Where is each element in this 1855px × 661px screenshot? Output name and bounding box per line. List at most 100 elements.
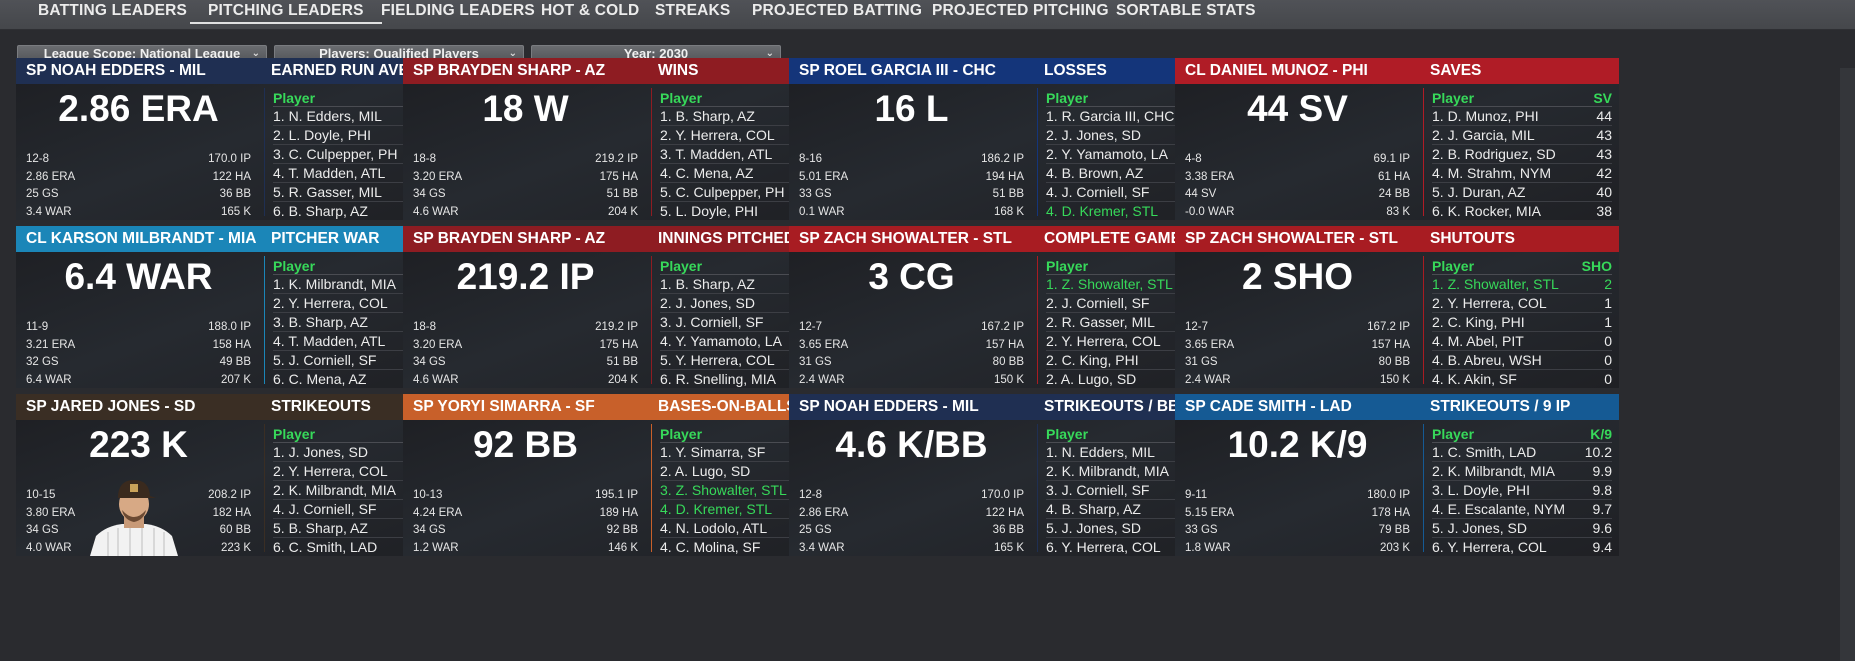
list-item[interactable]: 4. M. Strahm, NYM 42 (1432, 164, 1612, 183)
tab-projected-pitching[interactable]: PROJECTED PITCHING (932, 2, 1109, 19)
list-col-stat[interactable]: K/9 (1590, 426, 1612, 442)
tab-sortable-stats[interactable]: SORTABLE STATS (1116, 2, 1256, 19)
card-player-name[interactable]: SP CADE SMITH - LAD (1185, 398, 1352, 415)
list-col-player[interactable]: Player (1046, 426, 1089, 442)
list-player[interactable]: 2. C. King, PHI (1046, 352, 1139, 368)
list-player[interactable]: 1. K. Milbrandt, MIA (273, 276, 396, 292)
list-player[interactable]: 2. J. Garcia, MIL (1432, 127, 1535, 143)
list-player[interactable]: 3. T. Madden, ATL (660, 146, 773, 162)
list-player[interactable]: 5. R. Gasser, MIL (273, 184, 382, 200)
list-player[interactable]: 4. C. Molina, SF (660, 539, 761, 555)
list-player[interactable]: 4. M. Strahm, NYM (1432, 165, 1552, 181)
list-col-player[interactable]: Player (1046, 90, 1089, 106)
list-player[interactable]: 4. B. Abreu, WSH (1432, 352, 1542, 368)
list-player[interactable]: 4. T. Madden, ATL (273, 333, 386, 349)
list-item[interactable]: 4. K. Akin, SF 0 (1432, 370, 1612, 388)
list-player[interactable]: 1. Z. Showalter, STL (1432, 276, 1559, 292)
list-player[interactable]: 2. Y. Herrera, COL (1046, 333, 1161, 349)
list-player[interactable]: 2. L. Doyle, PHI (273, 127, 372, 143)
scrollbar-track[interactable] (1840, 68, 1855, 661)
list-player[interactable]: 5. J. Jones, SD (1432, 520, 1527, 536)
list-item[interactable]: 1. D. Munoz, PHI 44 (1432, 107, 1612, 126)
list-player[interactable]: 4. N. Lodolo, ATL (660, 520, 768, 536)
list-player[interactable]: 5. Y. Herrera, COL (660, 352, 775, 368)
list-player[interactable]: 5. L. Doyle, PHI (660, 203, 759, 219)
list-col-stat[interactable]: SV (1593, 90, 1612, 106)
list-col-player[interactable]: Player (1046, 258, 1089, 274)
list-player[interactable]: 1. D. Munoz, PHI (1432, 108, 1539, 124)
list-player[interactable]: 6. B. Sharp, AZ (273, 203, 368, 219)
tab-hot-cold[interactable]: HOT & COLD (541, 2, 640, 19)
list-item[interactable]: 2. Y. Herrera, COL 1 (1432, 294, 1612, 313)
list-player[interactable]: 2. K. Milbrandt, MIA (273, 482, 396, 498)
list-player[interactable]: 2. K. Milbrandt, MIA (1432, 463, 1555, 479)
card-player-name[interactable]: CL DANIEL MUNOZ - PHI (1185, 62, 1368, 79)
list-player[interactable]: 1. Y. Simarra, SF (660, 444, 766, 460)
list-player[interactable]: 1. N. Edders, MIL (273, 108, 382, 124)
list-player[interactable]: 1. N. Edders, MIL (1046, 444, 1155, 460)
list-item[interactable]: 5. J. Duran, AZ 40 (1432, 183, 1612, 202)
list-player[interactable]: 2. J. Jones, SD (1046, 127, 1141, 143)
list-player[interactable]: 2. A. Lugo, SD (1046, 371, 1137, 387)
list-player[interactable]: 5. J. Jones, SD (1046, 520, 1141, 536)
list-player[interactable]: 3. B. Sharp, AZ (273, 314, 368, 330)
list-player[interactable]: 2. C. King, PHI (1432, 314, 1525, 330)
list-col-player[interactable]: Player (1432, 90, 1475, 106)
list-player[interactable]: 2. Y. Herrera, COL (1432, 295, 1547, 311)
card-player-name[interactable]: SP YORYI SIMARRA - SF (413, 398, 595, 415)
list-item[interactable]: 2. J. Garcia, MIL 43 (1432, 126, 1612, 145)
tab-pitching-leaders[interactable]: PITCHING LEADERS (190, 2, 382, 24)
list-item[interactable]: 5. J. Jones, SD 9.6 (1432, 519, 1612, 538)
list-player[interactable]: 4. D. Kremer, STL (660, 501, 773, 517)
list-player[interactable]: 4. J. Corniell, SF (273, 501, 377, 517)
list-player[interactable]: 4. D. Kremer, STL (1046, 203, 1159, 219)
tab-fielding-leaders[interactable]: FIELDING LEADERS (381, 2, 535, 19)
list-player[interactable]: 2. Y. Herrera, COL (273, 463, 388, 479)
list-player[interactable]: 2. J. Corniell, SF (1046, 295, 1150, 311)
list-col-player[interactable]: Player (1432, 426, 1475, 442)
list-col-player[interactable]: Player (273, 90, 316, 106)
list-player[interactable]: 6. C. Smith, LAD (273, 539, 378, 555)
list-player[interactable]: 3. C. Culpepper, PH (273, 146, 398, 162)
list-player[interactable]: 2. Y. Herrera, COL (660, 127, 775, 143)
list-player[interactable]: 1. B. Sharp, AZ (660, 108, 755, 124)
list-item[interactable]: 6. Y. Herrera, COL 9.4 (1432, 538, 1612, 556)
list-player[interactable]: 5. C. Culpepper, PH (660, 184, 785, 200)
list-item[interactable]: 3. L. Doyle, PHI 9.8 (1432, 481, 1612, 500)
card-player-name[interactable]: SP BRAYDEN SHARP - AZ (413, 62, 606, 79)
list-player[interactable]: 6. C. Mena, AZ (273, 371, 367, 387)
list-player[interactable]: 2. J. Jones, SD (660, 295, 755, 311)
list-player[interactable]: 2. R. Gasser, MIL (1046, 314, 1155, 330)
list-item[interactable]: 6. K. Rocker, MIA 38 (1432, 202, 1612, 220)
list-player[interactable]: 1. J. Jones, SD (273, 444, 368, 460)
tab-streaks[interactable]: STREAKS (655, 2, 731, 19)
list-player[interactable]: 3. L. Doyle, PHI (1432, 482, 1531, 498)
list-player[interactable]: 4. B. Brown, AZ (1046, 165, 1144, 181)
list-player[interactable]: 4. M. Abel, PIT (1432, 333, 1524, 349)
card-player-name[interactable]: SP ZACH SHOWALTER - STL (1185, 230, 1398, 247)
list-player[interactable]: 4. J. Corniell, SF (1046, 184, 1150, 200)
list-player[interactable]: 5. J. Duran, AZ (1432, 184, 1526, 200)
list-player[interactable]: 4. Y. Yamamoto, LA (660, 333, 782, 349)
list-col-player[interactable]: Player (660, 90, 703, 106)
card-player-name[interactable]: SP BRAYDEN SHARP - AZ (413, 230, 606, 247)
list-player[interactable]: 2. Y. Yamamoto, LA (1046, 146, 1168, 162)
list-player[interactable]: 4. C. Mena, AZ (660, 165, 754, 181)
list-item[interactable]: 4. B. Abreu, WSH 0 (1432, 351, 1612, 370)
list-player[interactable]: 1. B. Sharp, AZ (660, 276, 755, 292)
list-player[interactable]: 3. J. Corniell, SF (660, 314, 764, 330)
tab-batting-leaders[interactable]: BATTING LEADERS (38, 2, 188, 19)
list-col-player[interactable]: Player (273, 426, 316, 442)
list-item[interactable]: 2. B. Rodriguez, SD 43 (1432, 145, 1612, 164)
players-dropdown[interactable]: Players: Qualified Players ⌄ (274, 45, 524, 62)
list-player[interactable]: 2. Y. Herrera, COL (273, 295, 388, 311)
list-item[interactable]: 1. Z. Showalter, STL 2 (1432, 275, 1612, 294)
card-player-name[interactable]: SP NOAH EDDERS - MIL (799, 398, 979, 415)
list-item[interactable]: 1. C. Smith, LAD 10.2 (1432, 443, 1612, 462)
list-player[interactable]: 6. R. Snelling, MIA (660, 371, 776, 387)
list-player[interactable]: 6. K. Rocker, MIA (1432, 203, 1541, 219)
list-player[interactable]: 4. B. Sharp, AZ (1046, 501, 1141, 517)
list-player[interactable]: 2. K. Milbrandt, MIA (1046, 463, 1169, 479)
list-player[interactable]: 6. Y. Herrera, COL (1432, 539, 1547, 555)
card-player-name[interactable]: SP ROEL GARCIA III - CHC (799, 62, 996, 79)
